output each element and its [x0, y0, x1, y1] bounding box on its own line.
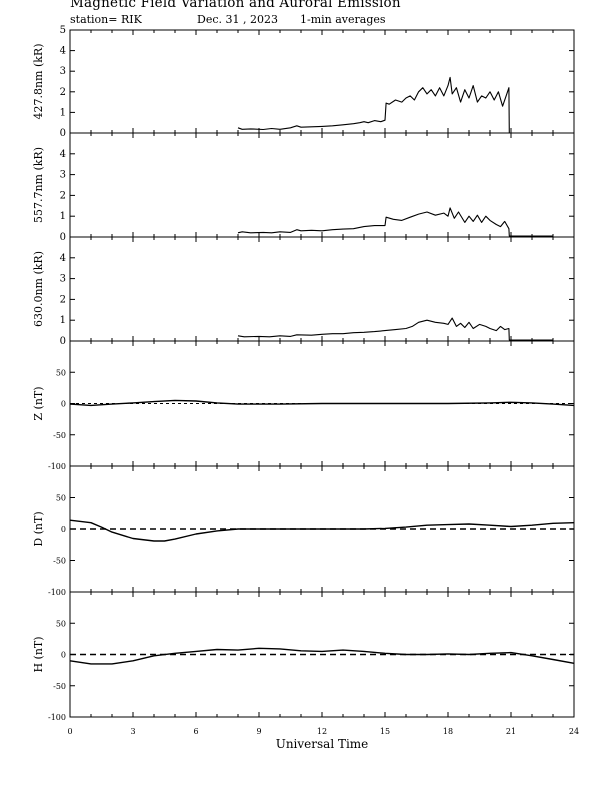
panel-z-nt-ytick-label: 0 [61, 400, 66, 409]
panel-z-nt-series-line [69, 399, 575, 407]
panel-557-7nm-kr-series-line [237, 207, 553, 237]
panel-d-nt-ytick-label: 0 [61, 525, 66, 534]
xaxis-label: Universal Time [276, 737, 369, 751]
panel-427-8nm-kr-ytick-label: 3 [60, 66, 66, 77]
panel-427-8nm-kr-ytick-label: 5 [60, 25, 66, 36]
panel-557-7nm-kr-ytick-label: 2 [60, 190, 66, 201]
panel-d-nt-ytick-label: -100 [48, 588, 66, 597]
panel-d-nt-ytick-label: 50 [56, 494, 66, 503]
panel-630-0nm-kr-ytick-label: 0 [60, 336, 66, 347]
panel-630-0nm-kr-ytick-label: 4 [60, 253, 66, 264]
panel-h-nt-ytick-label: -100 [48, 713, 66, 722]
panel-h-nt-ytick-label: -50 [53, 682, 66, 691]
panel-427-8nm-kr-ytick-label: 0 [60, 128, 66, 139]
xtick-label: 3 [130, 727, 135, 736]
xtick-label: 12 [317, 727, 327, 736]
xtick-label: 21 [506, 727, 516, 736]
panel-630-0nm-kr-ylabel: 630.0nm (kR) [32, 251, 45, 327]
xtick-label: 18 [443, 727, 453, 736]
xtick-label: 6 [193, 727, 198, 736]
panel-427-8nm-kr-ytick-label: 4 [60, 46, 66, 57]
panel-h-nt-ytick-label: 0 [61, 651, 66, 660]
xtick-label: 24 [569, 727, 579, 736]
panel-z-nt-ytick-label: 50 [56, 368, 66, 377]
panel-557-7nm-kr-ylabel: 557.7nm (kR) [32, 147, 45, 223]
chart-title: Magnetic Field Variation and Auroral Emi… [70, 0, 401, 11]
xtick-label: 9 [256, 727, 261, 736]
panel-d-nt-ylabel: D (nT) [32, 511, 45, 546]
date-label: Dec. 31 , 2023 [197, 13, 278, 26]
xtick-label: 0 [67, 727, 72, 736]
panel-557-7nm-kr-frame [69, 132, 575, 238]
panel-427-8nm-kr-series-line [237, 76, 510, 134]
panel-630-0nm-kr-frame [69, 236, 575, 342]
panel-630-0nm-kr-ytick-label: 3 [60, 274, 66, 285]
panel-427-8nm-kr-ytick-label: 1 [60, 107, 66, 118]
panel-427-8nm-kr-ytick-label: 2 [60, 87, 66, 98]
panel-557-7nm-kr-ytick-label: 1 [60, 211, 66, 222]
panel-h-nt-ylabel: H (nT) [32, 636, 45, 672]
panel-427-8nm-kr-frame [69, 29, 575, 134]
panel-427-8nm-kr-ylabel: 427.8nm (kR) [32, 43, 45, 119]
panel-630-0nm-kr-series-line [237, 317, 553, 341]
panel-z-nt-ylabel: Z (nT) [32, 386, 45, 420]
panel-z-nt-ytick-label: -50 [53, 431, 66, 440]
panel-630-0nm-kr-ytick-label: 1 [60, 315, 66, 326]
averaging-label: 1-min averages [300, 13, 386, 26]
panel-z-nt-ytick-label: -100 [48, 462, 66, 471]
station-label: station= RIK [70, 13, 142, 26]
panel-630-0nm-kr-ytick-label: 2 [60, 294, 66, 305]
panel-d-nt-series-line [69, 519, 575, 542]
panel-557-7nm-kr-ytick-label: 0 [60, 232, 66, 243]
xtick-label: 15 [380, 727, 390, 736]
panel-557-7nm-kr-ytick-label: 3 [60, 170, 66, 181]
panel-557-7nm-kr-ytick-label: 4 [60, 149, 66, 160]
panel-h-nt-ytick-label: 50 [56, 619, 66, 628]
panel-h-nt-series-line [69, 647, 575, 665]
panel-d-nt-ytick-label: -50 [53, 557, 66, 566]
